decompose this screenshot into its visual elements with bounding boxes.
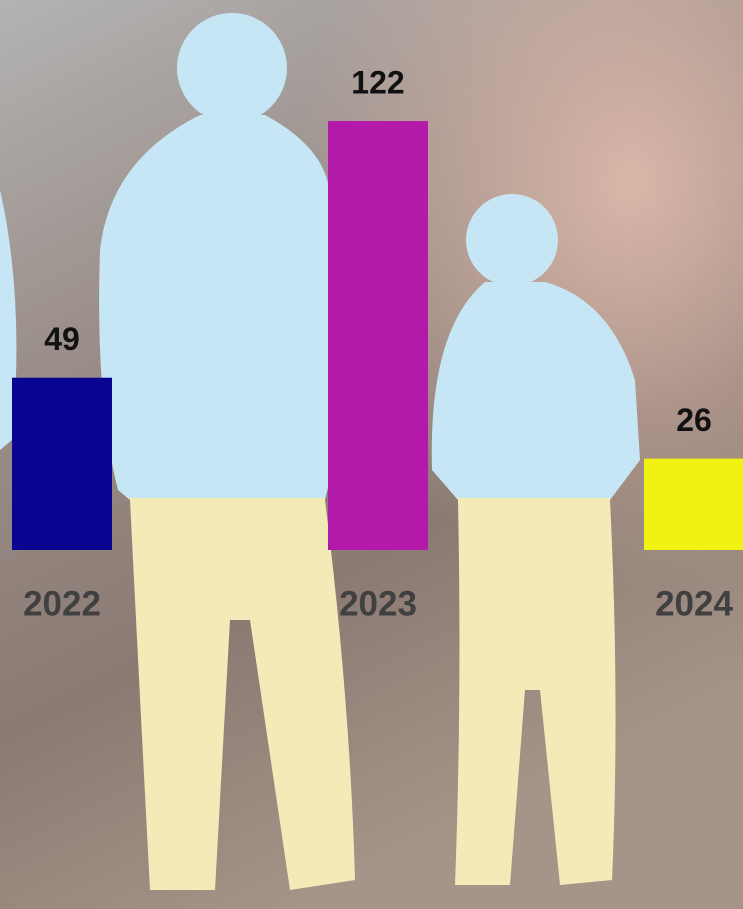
- bar: [12, 378, 112, 550]
- value-label: 122: [351, 65, 404, 101]
- bar: [328, 121, 428, 550]
- value-label: 49: [44, 321, 80, 357]
- chart: 49 2022 122 2023 26 2024: [0, 0, 743, 909]
- value-label: 26: [676, 402, 712, 438]
- x-tick-label: 2022: [23, 584, 101, 623]
- bar: [644, 459, 743, 550]
- x-tick-label: 2023: [339, 584, 417, 623]
- page: {"chart_data": {"type": "bar", "categori…: [0, 0, 743, 909]
- x-tick-label: 2024: [655, 584, 733, 623]
